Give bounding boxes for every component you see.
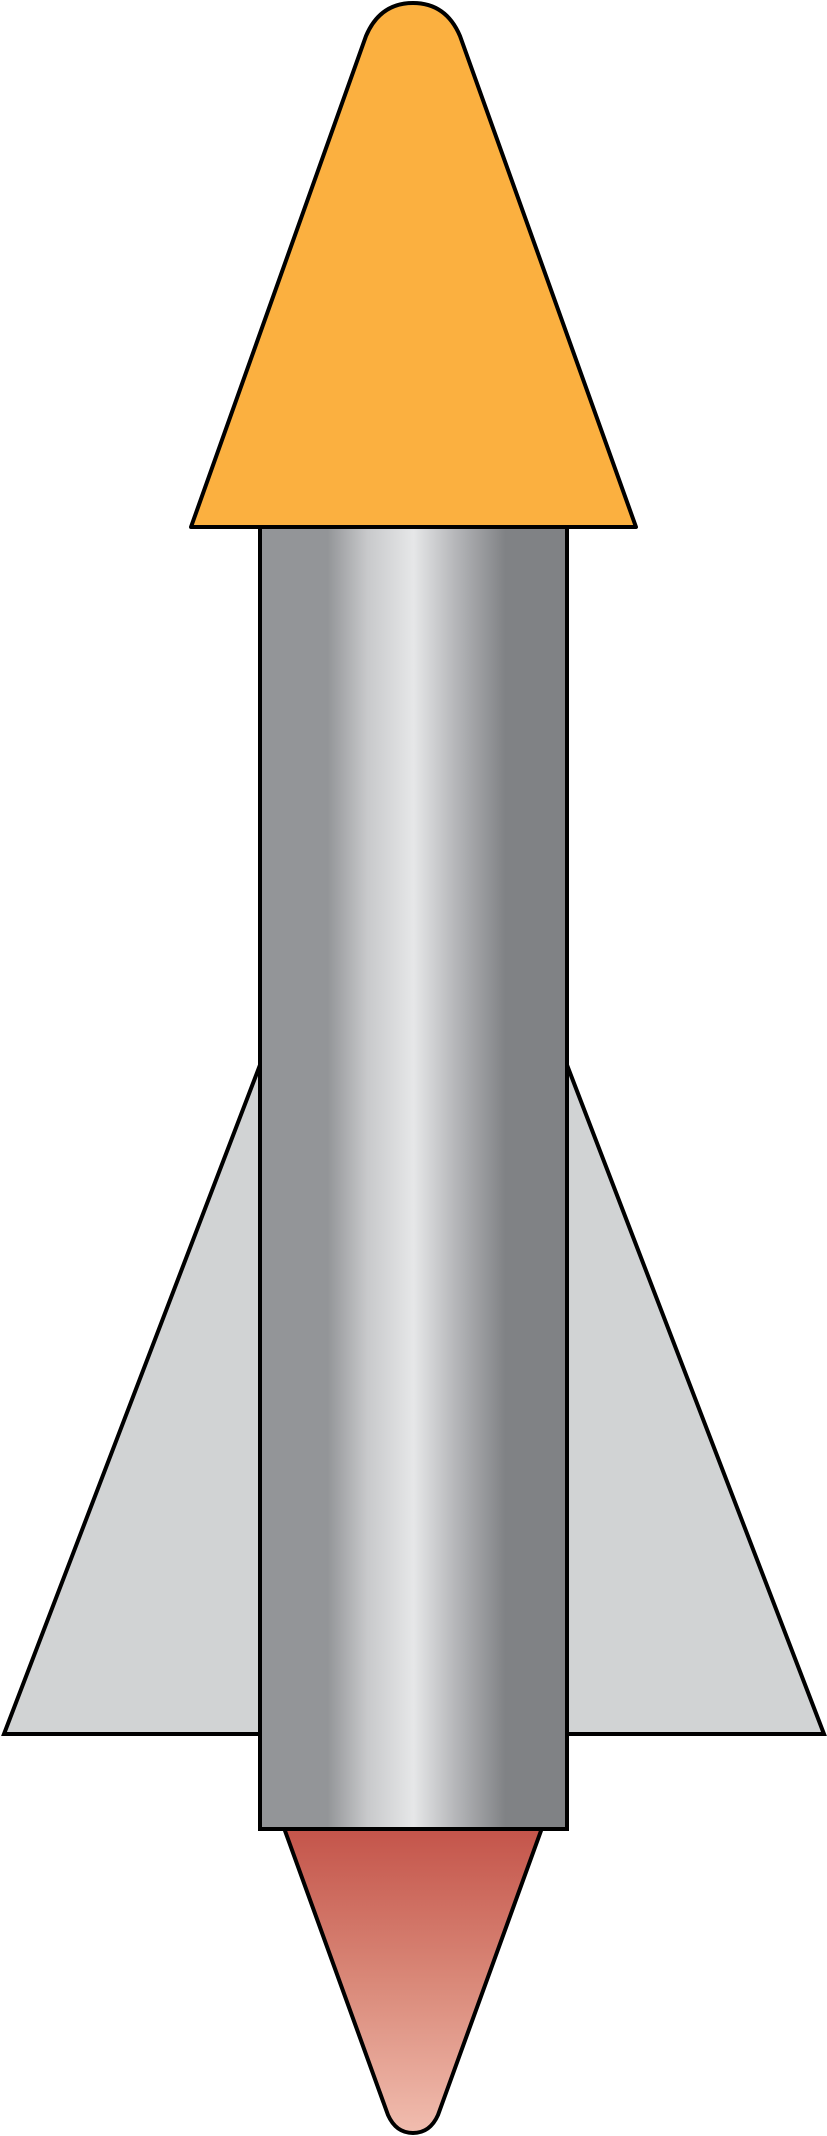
nose-cone [189,1,638,529]
body-tube [258,525,569,1831]
left-fin [1,1064,262,1736]
right-fin [565,1064,827,1736]
exhaust-flame [282,1826,544,2135]
